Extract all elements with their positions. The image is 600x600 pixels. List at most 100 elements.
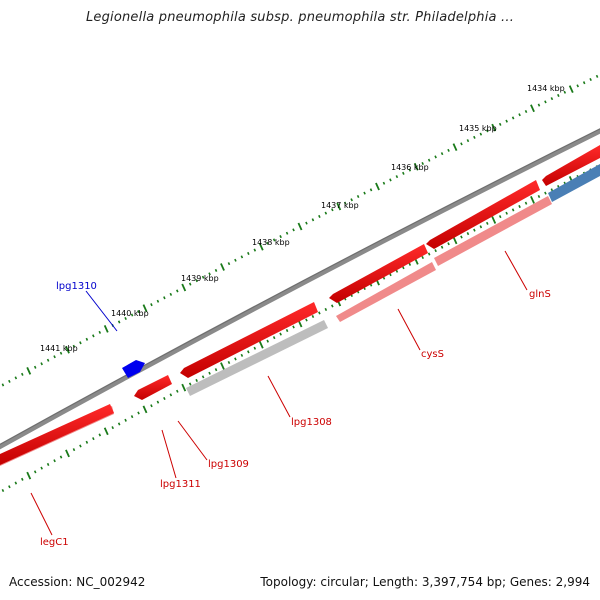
minor-tick — [240, 255, 244, 259]
minor-tick — [195, 279, 198, 283]
minor-tick — [40, 466, 43, 470]
accession-text: Accession: NC_002942 — [9, 575, 146, 589]
minor-tick — [59, 455, 63, 459]
minor-tick — [440, 245, 444, 249]
minor-tick — [85, 337, 89, 341]
minor-tick — [150, 404, 153, 408]
topology-summary: Topology: circular; Length: 3,397,754 bp… — [260, 575, 590, 589]
major-tick — [336, 202, 342, 211]
minor-tick — [505, 211, 508, 215]
minor-tick — [117, 320, 121, 324]
forward-strand-genes — [122, 360, 145, 378]
kbp-label: 1441 kbp — [40, 344, 78, 353]
minor-tick — [473, 135, 476, 139]
kbp-label: 1434 kbp — [527, 84, 565, 93]
minor-tick — [285, 329, 289, 333]
minor-tick — [331, 208, 334, 212]
gene-lpg1308-upper[interactable] — [329, 244, 428, 303]
major-tick — [530, 195, 535, 204]
gene-lpg1308[interactable] — [180, 302, 318, 378]
major-tick — [220, 263, 225, 271]
minor-tick — [305, 221, 308, 225]
gene-lpg1309[interactable] — [134, 375, 172, 400]
minor-tick — [524, 201, 528, 205]
minor-tick — [389, 273, 392, 277]
minor-tick — [460, 235, 463, 239]
minor-tick — [163, 396, 166, 401]
minor-tick — [227, 360, 231, 365]
gene-label-legC1[interactable]: legC1 — [40, 537, 69, 548]
minor-tick — [176, 289, 179, 293]
minor-tick — [324, 307, 328, 311]
minor-tick — [563, 90, 567, 94]
gene-label-lpg1308[interactable]: lpg1308 — [291, 417, 332, 428]
major-tick — [65, 345, 70, 354]
major-tick — [220, 362, 225, 370]
minor-tick — [227, 262, 231, 266]
minor-tick — [266, 241, 269, 245]
minor-tick — [130, 313, 134, 317]
minor-tick — [537, 103, 541, 107]
minor-tick — [518, 205, 521, 209]
minor-tick — [589, 77, 592, 82]
minor-tick — [318, 311, 321, 315]
minor-tick — [176, 389, 179, 393]
minor-tick — [486, 129, 489, 133]
minor-tick — [447, 148, 450, 152]
kbp-label: 1435 kbp — [459, 124, 497, 133]
minor-tick — [72, 448, 76, 452]
major-tick — [568, 85, 574, 93]
major-tick — [65, 449, 70, 458]
minor-tick — [208, 272, 211, 276]
gene-cysS[interactable] — [426, 180, 540, 249]
kbp-labels: 1434 kbp 1435 kbp 1436 kbp 1437 kbp 1438… — [40, 84, 565, 353]
minor-tick — [111, 426, 114, 430]
major-tick — [530, 104, 535, 113]
reverse-strand-genes — [0, 145, 600, 465]
gene-labels: lpg1310 glnS cysS lpg1308 lpg1309 lpg131… — [40, 281, 551, 548]
gene-lpg1310[interactable] — [122, 360, 145, 378]
minor-tick — [79, 341, 82, 345]
minor-tick — [311, 314, 315, 318]
minor-tick — [8, 485, 11, 489]
gene-label-lpg1310[interactable]: lpg1310 — [56, 281, 97, 292]
minor-tick — [292, 325, 295, 329]
minor-tick — [479, 225, 483, 229]
minor-tick — [466, 232, 470, 236]
major-tick — [258, 340, 264, 349]
upper-tick-ruler — [1, 74, 599, 387]
minor-tick — [124, 316, 127, 321]
minor-tick — [137, 411, 140, 415]
minor-tick — [247, 350, 250, 354]
kbp-label: 1440 kbp — [111, 309, 149, 318]
minor-tick — [117, 422, 121, 426]
minor-tick — [214, 268, 218, 272]
minor-tick — [240, 353, 244, 357]
minor-tick — [369, 188, 373, 192]
gene-label-glnS[interactable]: glnS — [529, 289, 551, 300]
minor-tick — [72, 344, 76, 348]
minor-tick — [576, 84, 579, 88]
kbp-label: 1439 kbp — [181, 274, 219, 283]
gene-glnS[interactable] — [542, 145, 600, 186]
major-tick — [413, 162, 419, 171]
minor-tick — [447, 242, 450, 246]
gene-label-lpg1311[interactable]: lpg1311 — [160, 479, 201, 490]
minor-tick — [130, 415, 134, 419]
minor-tick — [188, 382, 192, 386]
minor-tick — [33, 365, 37, 369]
minor-tick — [85, 440, 89, 444]
minor-tick — [460, 142, 463, 146]
gene-legC1[interactable] — [0, 404, 114, 465]
minor-tick — [169, 292, 173, 296]
minor-tick — [498, 122, 502, 126]
gene-label-cysS[interactable]: cysS — [421, 349, 444, 360]
minor-tick — [343, 201, 347, 205]
minor-tick — [150, 303, 153, 307]
minor-tick — [33, 470, 37, 474]
minor-tick — [53, 355, 56, 359]
gene-label-lpg1309[interactable]: lpg1309 — [208, 459, 249, 470]
minor-tick — [195, 378, 198, 382]
kbp-label: 1438 kbp — [252, 238, 290, 247]
